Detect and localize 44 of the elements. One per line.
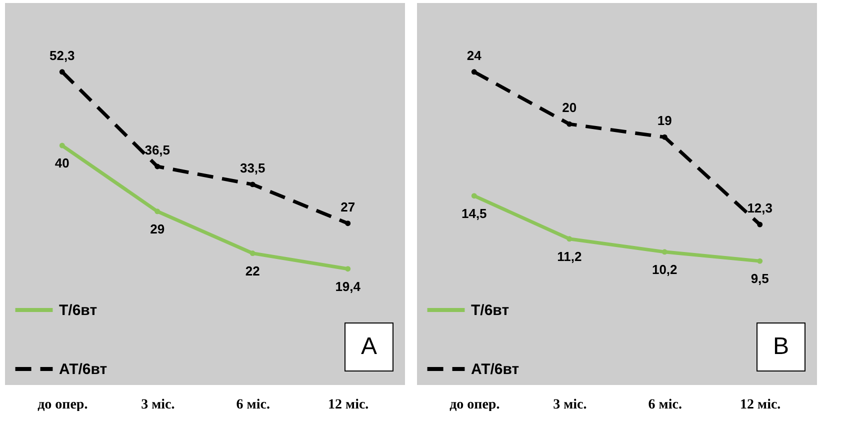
data-label: 29 (150, 221, 165, 236)
text: B (772, 333, 790, 360)
point (345, 266, 351, 272)
data-label: 40 (54, 156, 70, 171)
point (566, 236, 572, 242)
point (757, 222, 763, 228)
data-label: 12,3 (747, 200, 773, 216)
point (154, 208, 160, 214)
point (59, 69, 65, 75)
x-tick-label: 12 міс. (740, 398, 781, 412)
point (662, 249, 668, 255)
point (154, 164, 160, 170)
legend-label: Т/6вт (471, 302, 510, 319)
data-label: 24 (466, 48, 482, 63)
data-label: 27 (340, 199, 356, 214)
x-tick-label: 3 міс. (141, 398, 175, 412)
point (757, 258, 763, 264)
point (345, 220, 351, 226)
data-label: 19 (657, 113, 672, 128)
data-label: 22 (245, 263, 260, 278)
data-label: 10,2 (652, 262, 678, 277)
point (250, 182, 256, 188)
point (471, 193, 477, 199)
x-tick-label: 6 міс. (648, 398, 682, 412)
legend-label: Т/6вт (59, 302, 98, 319)
point (662, 134, 668, 140)
point (566, 121, 572, 127)
point (471, 69, 477, 75)
text: A (360, 333, 378, 360)
data-label: 9,5 (750, 271, 769, 286)
legend-label: АТ/6вт (59, 361, 108, 378)
data-label: 14,5 (461, 206, 487, 221)
x-tick-label: 3 міс. (553, 398, 587, 412)
legend-label: АТ/6вт (471, 361, 520, 378)
data-label: 36,5 (144, 142, 170, 158)
x-tick-label: 12 міс. (328, 398, 369, 412)
data-label: 11,2 (557, 248, 582, 264)
x-tick-label: 6 міс. (236, 398, 270, 412)
data-label: 52,3 (49, 48, 75, 63)
data-label: 20 (562, 100, 577, 116)
point (250, 250, 256, 256)
point (59, 142, 65, 148)
data-label: 33,5 (240, 160, 266, 176)
data-label: 19,4 (335, 278, 362, 294)
